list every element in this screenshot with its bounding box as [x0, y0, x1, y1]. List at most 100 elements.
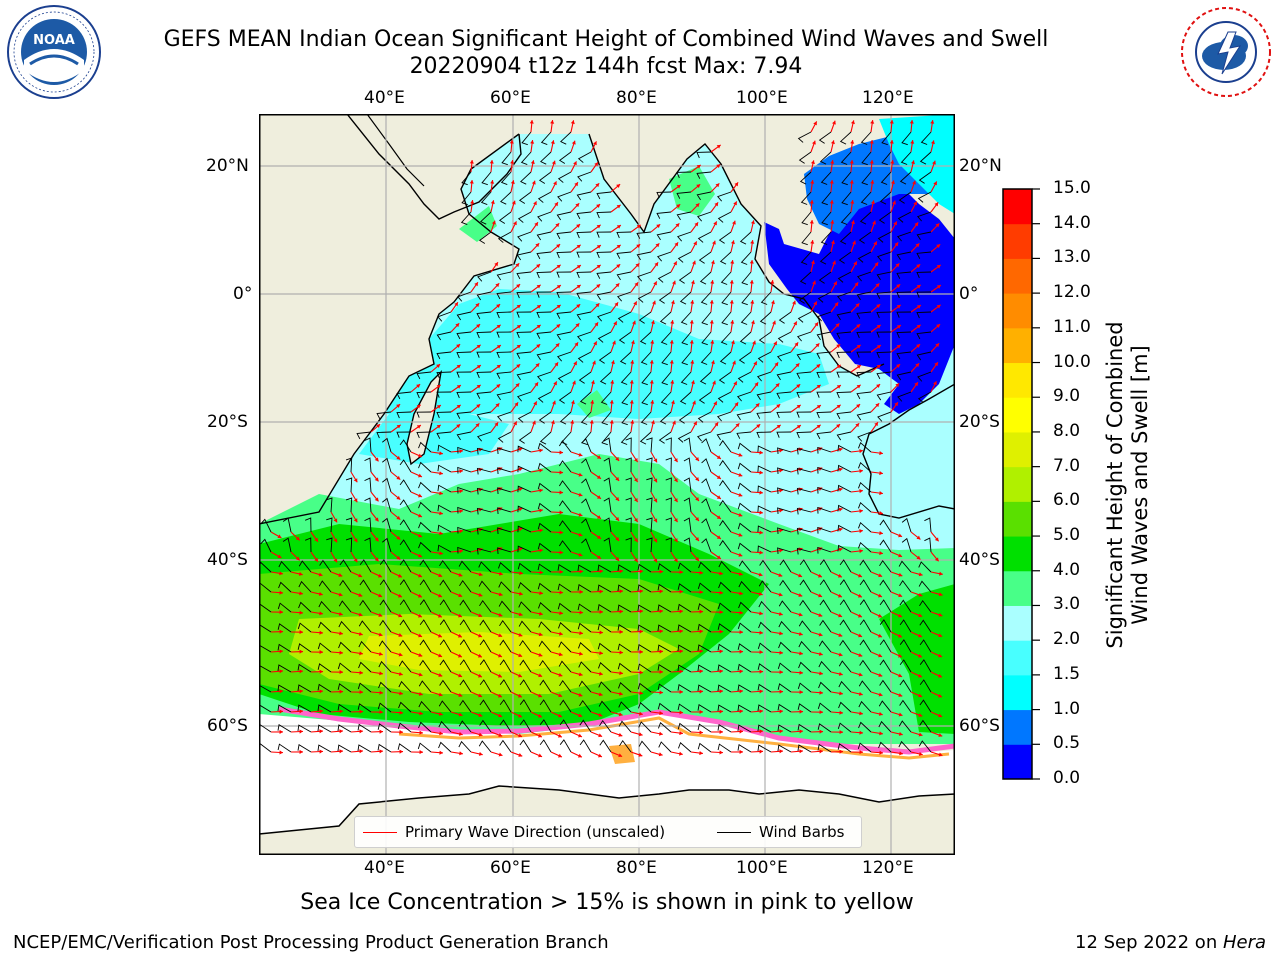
- wind-barb: [499, 739, 512, 753]
- wave-direction-arrowhead: [279, 689, 283, 694]
- wave-direction-arrowhead: [498, 733, 503, 737]
- wind-barb: [840, 211, 852, 225]
- wind-barb: [919, 619, 932, 633]
- wave-direction-arrowhead: [417, 453, 422, 458]
- colorbar-tick-label: 15.0: [1053, 178, 1091, 198]
- wind-barb: [737, 502, 752, 513]
- wave-direction-arrowhead: [838, 527, 843, 532]
- wind-barb: [576, 231, 592, 239]
- wind-barb: [364, 537, 372, 553]
- wave-direction-arrowhead: [570, 120, 575, 125]
- green-patch: [577, 390, 611, 418]
- wave-direction-arrowhead: [477, 633, 482, 638]
- wind-barb: [498, 581, 512, 593]
- wave-direction-arrowhead: [936, 304, 941, 309]
- wave-direction-arrowhead: [299, 729, 303, 734]
- wave-direction-arrowhead: [570, 400, 575, 405]
- wind-barb: [581, 438, 592, 453]
- wave-direction-arrowhead: [679, 751, 683, 756]
- wind-barb: [436, 391, 452, 398]
- wave-direction-arrowhead: [934, 362, 938, 367]
- wave-direction-arrowhead: [752, 340, 756, 345]
- wind-barb: [640, 411, 652, 425]
- wind-barb: [646, 517, 653, 533]
- wave-direction-arrowhead: [652, 300, 656, 305]
- wave-direction-arrowhead: [539, 548, 543, 553]
- wave-direction-arrowhead: [515, 383, 520, 388]
- wave-direction-arrowhead: [319, 611, 323, 616]
- colorbar-swatch: [1003, 570, 1032, 606]
- wind-barb: [519, 719, 532, 733]
- wave-direction-arrowhead: [615, 476, 620, 481]
- wave-direction-arrowhead: [713, 221, 717, 226]
- wind-barb: [598, 351, 612, 364]
- wave-direction-arrowhead: [419, 750, 423, 755]
- wave-direction-arrowhead: [417, 493, 422, 498]
- wind-barb: [721, 291, 732, 306]
- colorbar-title-line2: Wind Waves and Swell [m]: [1128, 345, 1152, 625]
- wave-direction-arrowhead: [710, 260, 715, 265]
- wave-direction-arrowhead: [454, 302, 458, 307]
- wave-direction-arrowhead: [519, 571, 523, 576]
- wave-direction-arrowhead: [593, 341, 597, 346]
- wind-barb: [559, 411, 572, 425]
- wave-direction-arrowhead: [596, 245, 601, 249]
- wind-barb: [919, 659, 932, 673]
- wave-direction-arrowhead: [869, 160, 874, 164]
- wave-direction-arrowhead: [499, 571, 503, 576]
- wind-barb: [537, 442, 552, 453]
- wind-barb: [859, 559, 872, 573]
- wind-barb: [339, 559, 352, 573]
- wind-barb: [419, 559, 432, 573]
- wind-barb: [717, 191, 732, 202]
- wind-barb: [557, 371, 572, 383]
- wave-direction-arrowhead: [596, 535, 601, 539]
- wind-barb: [719, 499, 732, 513]
- wind-barb: [536, 331, 552, 339]
- wind-barb: [896, 291, 912, 299]
- wind-barb: [479, 639, 492, 653]
- wave-direction-arrowhead: [850, 120, 855, 125]
- wave-direction-arrowhead: [579, 651, 583, 656]
- wave-direction-arrowhead: [353, 518, 358, 523]
- wave-direction-arrowhead: [679, 710, 683, 715]
- wind-barb: [576, 251, 592, 258]
- wave-direction-arrowhead: [659, 609, 663, 614]
- wave-direction-arrowhead: [879, 451, 883, 456]
- wind-barb: [398, 660, 412, 673]
- wind-barb: [558, 151, 572, 164]
- wave-direction-arrowhead: [458, 572, 463, 577]
- wind-barb: [476, 391, 492, 399]
- wave-direction-arrowhead: [918, 693, 923, 698]
- wind-barb: [617, 564, 632, 573]
- wind-barb: [839, 599, 852, 613]
- wave-direction-arrowhead: [359, 709, 363, 714]
- wave-direction-arrowhead: [659, 669, 663, 674]
- wave-direction-arrowhead: [815, 343, 820, 348]
- wind-barb: [665, 517, 672, 533]
- right-lat-tick: 20°N: [959, 156, 1002, 176]
- wind-barb: [345, 537, 353, 553]
- wave-direction-arrowhead: [459, 549, 463, 554]
- wind-barb: [418, 521, 432, 533]
- colorbar-title: Significant Height of Combined Wind Wave…: [1103, 321, 1153, 648]
- wave-direction-arrowhead: [319, 709, 323, 714]
- wave-direction-arrowhead: [916, 555, 921, 560]
- wave-direction-arrowhead: [818, 613, 823, 617]
- wave-direction-arrowhead: [616, 204, 621, 209]
- wave-direction-arrowhead: [918, 572, 923, 577]
- wave-direction-arrowhead: [553, 181, 557, 186]
- wave-direction-arrowhead: [650, 400, 655, 404]
- wave-direction-arrowhead: [859, 468, 863, 474]
- wind-barb: [458, 740, 472, 753]
- wind-barb: [497, 487, 512, 495]
- wind-barb: [419, 659, 432, 673]
- wave-direction-arrowhead: [579, 589, 583, 594]
- wave-direction-arrowhead: [775, 383, 780, 388]
- wave-direction-arrowhead: [518, 547, 523, 552]
- colorbar-tick-label: 10.0: [1053, 351, 1091, 372]
- wind-barb: [579, 739, 592, 753]
- wave-direction-arrowhead: [417, 613, 422, 618]
- wind-barb: [738, 351, 752, 364]
- wave-direction-arrowhead: [679, 731, 683, 736]
